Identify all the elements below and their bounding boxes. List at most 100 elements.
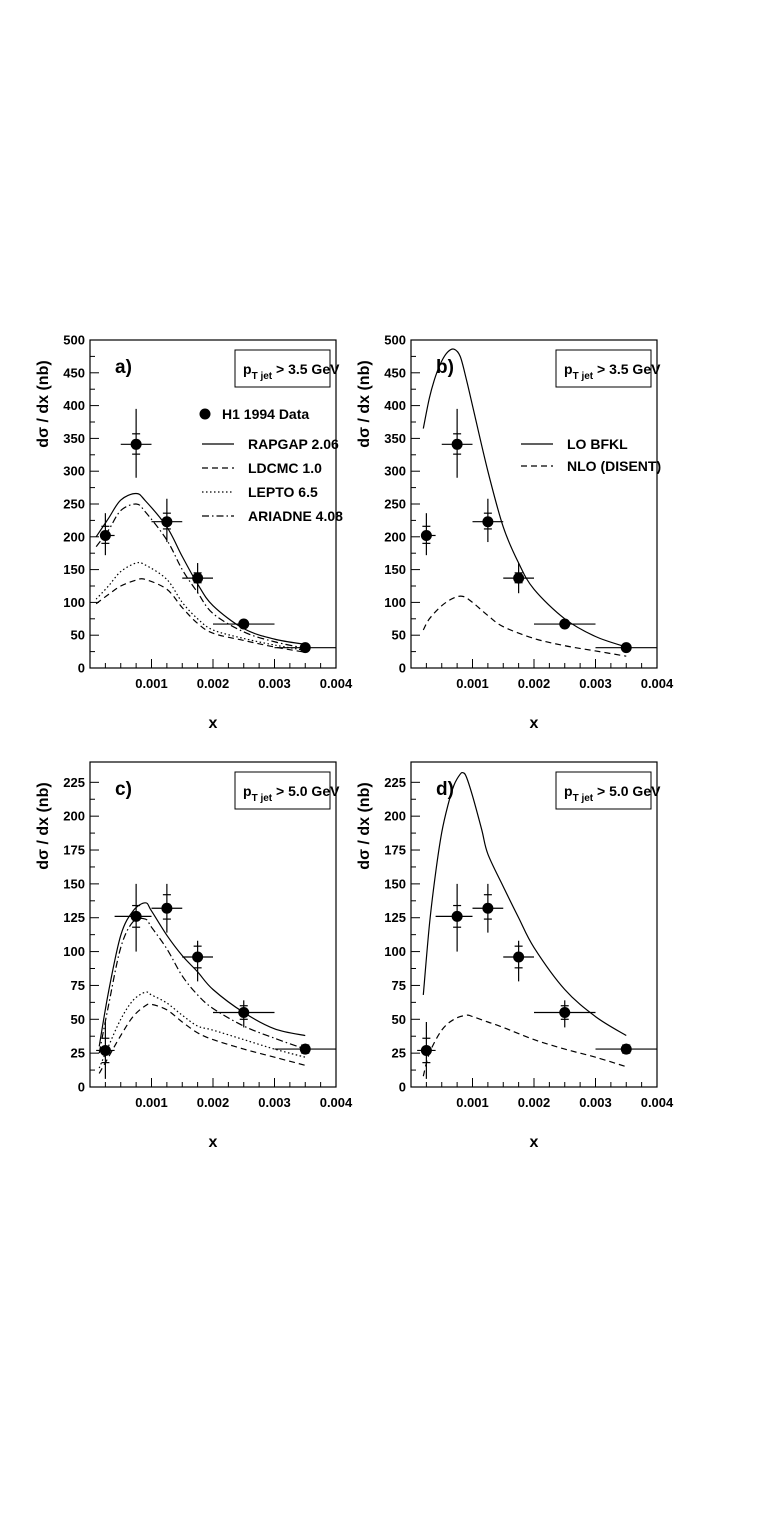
data-point — [120, 408, 152, 478]
series-line-ariadne-4-08 — [98, 917, 306, 1054]
y-tick-label: 50 — [392, 1012, 406, 1027]
x-axis-label: x — [209, 715, 218, 732]
y-tick-label: 50 — [71, 1012, 85, 1027]
data-marker — [130, 910, 142, 922]
y-tick-label: 250 — [63, 497, 85, 512]
y-tick-label: 400 — [384, 398, 406, 413]
y-tick-label: 150 — [384, 876, 406, 891]
panel-label: d) — [436, 779, 454, 800]
y-tick-label: 0 — [399, 1080, 406, 1095]
cut-label-box — [555, 349, 652, 388]
y-tick-label: 400 — [63, 398, 85, 413]
cut-label-box — [234, 771, 331, 810]
data-marker — [299, 642, 311, 654]
data-marker — [161, 516, 173, 528]
x-tick-label: 0.003 — [579, 1095, 612, 1110]
data-point — [274, 642, 336, 654]
legend-label: RAPGAP 2.06 — [248, 436, 339, 452]
series-line-nlo-disent- — [422, 595, 627, 657]
data-marker — [99, 1044, 111, 1056]
legend-marker-data — [199, 408, 211, 420]
cut-label-box — [234, 349, 331, 388]
series-line-lepto-6-5 — [98, 991, 306, 1069]
y-axis-label: dσ / dx (nb) — [35, 360, 52, 447]
series-line-ldcmc-1-0 — [95, 578, 306, 653]
y-tick-label: 75 — [71, 978, 85, 993]
x-tick-label: 0.003 — [258, 1095, 291, 1110]
data-point — [182, 940, 213, 982]
y-tick-label: 25 — [71, 1046, 85, 1061]
x-tick-label: 0.001 — [135, 676, 168, 691]
data-point — [182, 563, 213, 594]
y-tick-label: 225 — [63, 775, 85, 790]
x-tick-label: 0.004 — [320, 676, 353, 691]
y-tick-label: 200 — [384, 529, 406, 544]
y-axis-label: dσ / dx (nb) — [356, 360, 373, 447]
cut-label-box — [555, 771, 652, 810]
x-tick-label: 0.001 — [135, 1095, 168, 1110]
data-point — [595, 642, 657, 654]
data-marker — [420, 529, 432, 541]
data-marker — [161, 902, 173, 914]
y-tick-label: 225 — [384, 775, 406, 790]
data-points — [420, 408, 657, 654]
data-point — [99, 513, 115, 556]
y-tick-label: 300 — [63, 464, 85, 479]
panel-b: 0 50 100 150 200 250 300 350 400 450 500 0.001 0.002… — [356, 333, 674, 733]
series-line-ariadne-4-08 — [95, 503, 306, 649]
data-marker — [299, 1043, 311, 1055]
data-point — [420, 513, 436, 556]
data-marker — [620, 1043, 632, 1055]
cut-label-sub: T jet — [573, 371, 594, 382]
x-axis-label: x — [530, 1134, 539, 1151]
y-tick-label: 350 — [63, 431, 85, 446]
legend-label: ARIADNE 4.08 — [248, 508, 343, 524]
data-point — [274, 1043, 336, 1055]
cut-label: pT jet > 5.0 GeV — [564, 783, 661, 804]
series-line-lo-bfkl — [422, 348, 627, 648]
y-tick-label: 100 — [63, 944, 85, 959]
plot-frame — [410, 761, 658, 1088]
data-point — [503, 940, 534, 982]
data-marker — [513, 572, 525, 584]
data-point — [534, 1000, 596, 1028]
data-point — [114, 883, 152, 952]
x-tick-label: 0.004 — [641, 1095, 674, 1110]
y-tick-label: 100 — [384, 595, 406, 610]
x-tick-label: 0.003 — [579, 676, 612, 691]
cut-label-sub: T jet — [252, 793, 273, 804]
series-line-ldcmc-1-0 — [98, 1003, 306, 1074]
y-tick-label: 450 — [384, 365, 406, 380]
y-tick-label: 450 — [63, 365, 85, 380]
x-axis-label: x — [209, 1134, 218, 1151]
y-tick-label: 175 — [384, 843, 406, 858]
y-tick-label: 350 — [384, 431, 406, 446]
data-marker — [99, 529, 111, 541]
panel-d: 0 25 50 75 100 125 150 175 200 225 0.001 0.002 0.003… — [356, 761, 674, 1151]
series-line-rapgap-2-06 — [98, 902, 306, 1047]
cut-label-rest: > 5.0 GeV — [593, 783, 661, 799]
series-line-lepto-6-5 — [95, 561, 306, 651]
data-point — [472, 883, 504, 933]
y-tick-label: 200 — [63, 529, 85, 544]
data-point — [435, 883, 473, 952]
y-tick-label: 50 — [71, 628, 85, 643]
cut-label-main: p — [243, 783, 252, 799]
y-tick-label: 200 — [63, 809, 85, 824]
y-tick-label: 500 — [63, 333, 85, 348]
series-group — [95, 492, 306, 653]
y-tick-label: 500 — [384, 333, 406, 348]
data-point — [472, 498, 504, 543]
y-axis-label: dσ / dx (nb) — [35, 782, 52, 869]
y-tick-label: 150 — [384, 562, 406, 577]
y-tick-label: 100 — [63, 595, 85, 610]
y-tick-label: 0 — [78, 1080, 85, 1095]
series-group — [422, 348, 627, 657]
cut-label: pT jet > 5.0 GeV — [243, 783, 340, 804]
y-tick-label: 125 — [63, 910, 85, 925]
cut-label: pT jet > 3.5 GeV — [243, 361, 340, 382]
data-point — [534, 618, 596, 630]
y-tick-label: 300 — [384, 464, 406, 479]
y-tick-label: 0 — [399, 661, 406, 676]
cut-label-rest: > 3.5 GeV — [593, 361, 661, 377]
